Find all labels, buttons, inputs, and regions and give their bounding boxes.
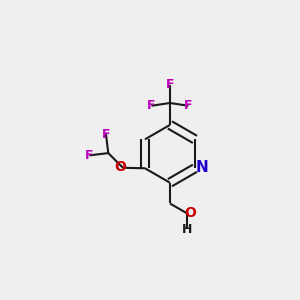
- Text: F: F: [85, 149, 94, 162]
- Text: F: F: [147, 99, 156, 112]
- Text: F: F: [102, 128, 110, 141]
- Text: H: H: [182, 223, 192, 236]
- Text: O: O: [184, 206, 196, 220]
- Text: F: F: [166, 78, 174, 91]
- Text: F: F: [184, 99, 193, 112]
- Text: O: O: [114, 160, 126, 174]
- Text: N: N: [196, 160, 208, 175]
